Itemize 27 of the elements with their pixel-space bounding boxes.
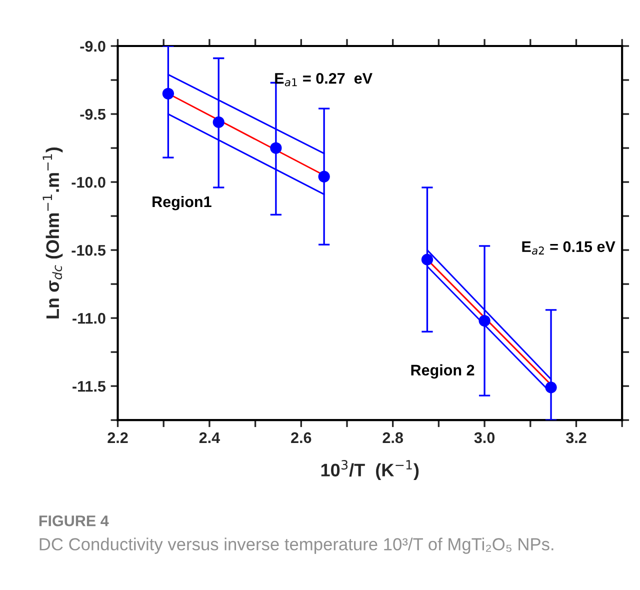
point [162,88,174,100]
y-tick-label: -10.0 [72,176,106,188]
caption: FIGURE 4 [39,515,109,526]
y-tick-label: -9.0 [80,40,106,52]
y-tick-label: -11.0 [72,312,106,324]
annotation: Region1 [152,196,212,210]
y-tick-label: -9.5 [80,108,106,120]
annotation: E$_{a1}$ = 0.27 eV [275,72,372,86]
point [478,314,490,327]
x-tick-label: 3.0 [474,432,495,444]
y-axis-title: Ln σ$_{dc}$ (Ohm$^{−1}$.m$^{−1}$) [42,148,63,318]
text: DC Conductivity versus inverse temperature 10³/T of MgTi₂O₅ NPs. [40,538,554,554]
x-tick-label: 2.4 [199,432,220,443]
x-tick-label: 2.6 [291,432,312,444]
annotation: E$_{a2}$ = 0.15 eV [522,241,616,255]
y-tick-label: -11.5 [72,381,106,392]
x-tick-label: 2.2 [108,432,128,443]
point [545,382,557,394]
annotation: Region 2 [411,364,474,379]
point [212,116,224,128]
y-tick-label: -10.5 [72,244,106,256]
x-tick-label: 3.2 [566,432,586,444]
point [421,254,434,266]
point [270,142,282,154]
x-axis-title: 10$^{3}$/T (K$^{−1}$) [321,460,419,480]
x-tick-label: 2.8 [382,432,403,444]
point [318,170,330,182]
